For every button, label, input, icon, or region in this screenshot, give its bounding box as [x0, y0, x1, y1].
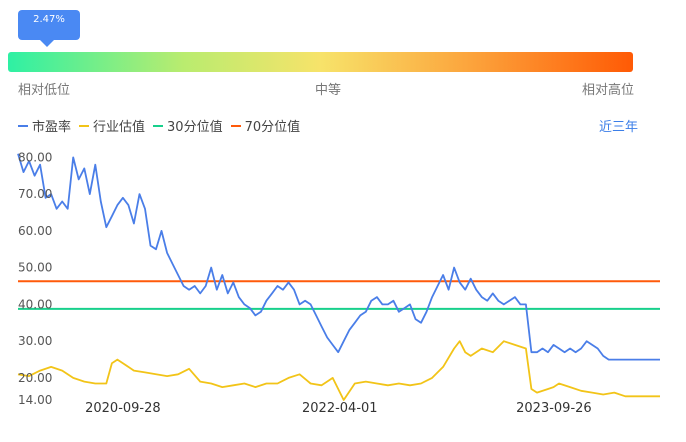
percentile-gradient-bar [8, 52, 633, 72]
series-line-1 [17, 340, 660, 401]
legend-item-p30[interactable]: 30分位值 [153, 116, 223, 135]
legend-item-industry[interactable]: 行业估值 [79, 116, 145, 135]
legend-label-p30: 30分位值 [167, 120, 223, 135]
percentile-value: 2.47% [33, 14, 65, 25]
y-tick-label: 30.00 [18, 334, 52, 348]
legend-label-pe: 市盈率 [32, 120, 72, 135]
series-line-0 [17, 153, 660, 361]
y-tick-label: 70.00 [18, 187, 52, 201]
x-tick-label: 2023-09-26 [516, 401, 592, 416]
time-range-selector[interactable]: 近三年 [599, 120, 639, 135]
legend-swatch-pe [18, 124, 28, 127]
legend-item-p70[interactable]: 70分位值 [230, 116, 301, 135]
legend-label-industry: 行业估值 [93, 120, 146, 135]
y-tick-label: 14.00 [18, 393, 52, 407]
legend-swatch-p70 [230, 124, 241, 127]
x-tick-label: 2022-04-01 [302, 401, 378, 416]
legend-swatch-industry [79, 124, 90, 127]
low-position-label: 相对低位 [18, 83, 71, 98]
y-tick-label: 80.00 [18, 150, 52, 164]
chart-legend: 市盈率 行业估值 30分位值 70分位值 [18, 116, 308, 135]
legend-label-p70: 70分位值 [244, 120, 301, 135]
y-tick-label: 40.00 [18, 297, 52, 311]
legend-swatch-p30 [153, 124, 164, 127]
pe-line-chart: 80.00 70.00 60.00 50.00 40.00 30.00 20.00 14.00… [17, 150, 660, 416]
mid-position-label: 中等 [315, 83, 342, 98]
x-axis-ticks: 2020-09-28 2022-04-01 2023-09-26 [85, 401, 592, 416]
x-tick-label: 2020-09-28 [85, 401, 161, 416]
y-tick-label: 50.00 [18, 261, 52, 275]
legend-item-pe[interactable]: 市盈率 [18, 116, 71, 135]
y-tick-label: 20.00 [18, 371, 52, 385]
high-position-label: 相对高位 [582, 83, 635, 98]
reference-lines [18, 280, 660, 310]
y-tick-label: 60.00 [18, 224, 52, 238]
y-axis-ticks: 80.00 70.00 60.00 50.00 40.00 30.00 20.00 14.00 [18, 150, 52, 407]
series-lines [17, 153, 660, 401]
percentile-tooltip: 2.47% [18, 10, 80, 47]
